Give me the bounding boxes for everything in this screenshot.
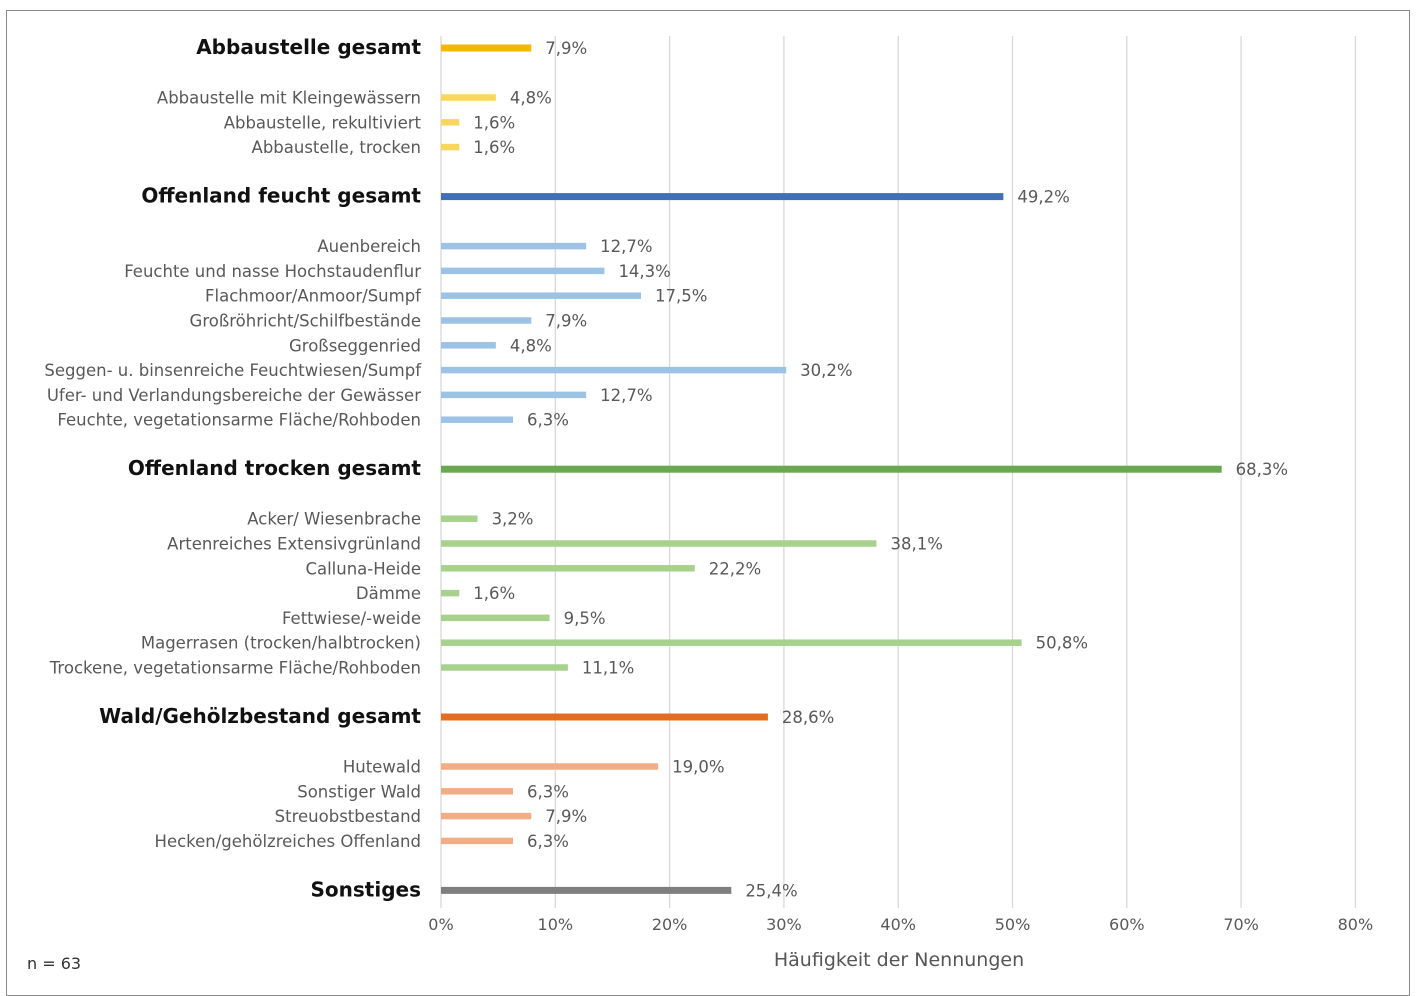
x-tick-label: 40%: [880, 915, 916, 934]
bar: [441, 763, 659, 770]
group-label: Wald/Gehölzbestand gesamt: [99, 704, 421, 728]
value-label: 11,1%: [582, 659, 634, 678]
value-label: 12,7%: [600, 386, 652, 405]
category-label: Acker/ Wiesenbrache: [247, 510, 421, 529]
value-label: 1,6%: [473, 138, 515, 157]
value-label: 22,2%: [709, 559, 761, 578]
value-label: 14,3%: [618, 262, 670, 281]
category-label: Auenbereich: [317, 237, 421, 256]
value-label: 68,3%: [1236, 460, 1288, 479]
bar: [441, 416, 514, 423]
x-tick-label: 60%: [1109, 915, 1145, 934]
bar: [441, 886, 732, 894]
category-label: Großseggenried: [289, 336, 421, 355]
category-label: Magerrasen (trocken/halbtrocken): [141, 634, 421, 653]
category-label: Calluna-Heide: [305, 559, 421, 578]
bar: [441, 788, 514, 795]
bar: [441, 267, 605, 275]
x-tick-label: 10%: [538, 915, 574, 934]
bar: [441, 639, 1022, 646]
value-label: 6,3%: [527, 782, 569, 801]
category-label: Streuobstbestand: [275, 807, 421, 826]
bar: [441, 812, 532, 820]
value-label: 7,9%: [545, 807, 587, 826]
value-label: 19,0%: [672, 758, 724, 777]
bar: [441, 342, 496, 349]
value-label: 9,5%: [564, 609, 606, 628]
bar: [441, 465, 1222, 473]
bar: [441, 94, 496, 101]
group-label: Sonstiges: [311, 877, 422, 901]
bar: [441, 837, 514, 845]
category-label: Hecken/gehölzreiches Offenland: [155, 832, 421, 851]
category-label: Ufer- und Verlandungsbereiche der Gewäss…: [47, 386, 421, 405]
chart-frame: [6, 10, 1410, 996]
value-labels: 7,9% 4,8% 1,6% 1,6% 49,2% 12,7% 14,3% 17,5% 7,9%…: [473, 39, 1288, 900]
x-tick-label: 30%: [766, 915, 802, 934]
x-axis-title: Häufigkeit der Nennungen: [774, 949, 1024, 971]
category-label: Abbaustelle mit Kleingewässern: [157, 89, 421, 108]
bar: [441, 193, 1004, 201]
category-label: Trockene, vegetationsarme Fläche/Rohbode…: [49, 659, 421, 678]
value-label: 3,2%: [492, 510, 534, 529]
category-label: Fettwiese/-weide: [282, 609, 421, 628]
category-label: Großröhricht/Schilfbestände: [190, 312, 421, 331]
bar: [441, 614, 550, 622]
bar: [441, 540, 877, 547]
value-label: 12,7%: [600, 237, 652, 256]
value-label: 7,9%: [545, 312, 587, 331]
value-label: 28,6%: [782, 708, 834, 727]
group-label: Abbaustelle gesamt: [196, 35, 421, 59]
bar: [441, 664, 568, 671]
bar: [441, 366, 787, 374]
value-label: 1,6%: [473, 113, 515, 132]
value-label: 30,2%: [800, 361, 852, 380]
category-labels: Abbaustelle gesamt Abbaustelle mit Kleing…: [44, 35, 422, 901]
category-label: Abbaustelle, rekultiviert: [224, 113, 422, 132]
value-label: 4,8%: [510, 89, 552, 108]
value-label: 50,8%: [1036, 634, 1088, 653]
x-tick-label: 20%: [652, 915, 688, 934]
x-tick-label: 0%: [428, 915, 453, 934]
bar: [441, 242, 587, 250]
category-label: Sonstiger Wald: [297, 782, 421, 801]
category-label: Dämme: [356, 584, 421, 603]
category-label: Feuchte, vegetationsarme Fläche/Rohboden: [57, 411, 421, 430]
value-label: 4,8%: [510, 336, 552, 355]
bar: [441, 565, 695, 572]
bar: [441, 44, 532, 52]
bar: [441, 589, 460, 597]
value-label: 17,5%: [655, 287, 707, 306]
x-tick-label: 80%: [1338, 915, 1374, 934]
category-label: Hutewald: [343, 758, 421, 777]
value-label: 49,2%: [1017, 188, 1069, 207]
bars: [441, 44, 1222, 894]
bar: [441, 391, 587, 399]
category-label: Abbaustelle, trocken: [252, 138, 421, 157]
x-tick-label: 70%: [1223, 915, 1259, 934]
category-label: Flachmoor/Anmoor/Sumpf: [205, 287, 422, 306]
value-label: 6,3%: [527, 832, 569, 851]
bar: [441, 119, 460, 126]
group-label: Offenland feucht gesamt: [141, 184, 421, 208]
value-label: 6,3%: [527, 411, 569, 430]
category-label: Seggen- u. binsenreiche Feuchtwiesen/Sum…: [44, 361, 422, 380]
bar: [441, 317, 532, 324]
bar: [441, 143, 460, 151]
bar: [441, 515, 478, 522]
value-label: 7,9%: [545, 39, 587, 58]
value-label: 38,1%: [890, 535, 942, 554]
sample-size-note: n = 63: [27, 954, 82, 973]
group-label: Offenland trocken gesamt: [128, 456, 422, 480]
value-label: 1,6%: [473, 584, 515, 603]
category-label: Artenreiches Extensivgrünland: [167, 535, 421, 554]
x-tick-label: 50%: [995, 915, 1031, 934]
bar: [441, 292, 642, 299]
category-label: Feuchte und nasse Hochstaudenflur: [124, 262, 421, 281]
bar: [441, 713, 768, 721]
x-tick-labels: 0% 10% 20% 30% 40% 50% 60% 70% 80%: [428, 915, 1373, 934]
value-label: 25,4%: [745, 881, 797, 900]
